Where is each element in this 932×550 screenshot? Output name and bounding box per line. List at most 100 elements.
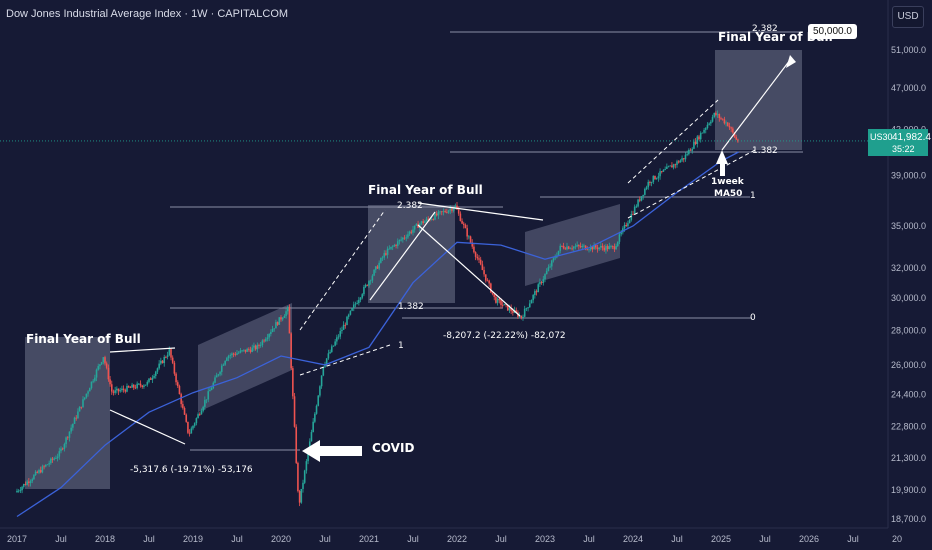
candle-body — [66, 437, 69, 439]
candle-body — [474, 252, 477, 257]
candle-body — [488, 280, 490, 284]
candle-body — [48, 463, 50, 465]
candle-body — [94, 377, 96, 381]
candle-body — [686, 154, 688, 155]
candle-body — [141, 385, 144, 387]
candle-body — [420, 221, 423, 224]
candle-body — [691, 148, 694, 151]
candle-body — [315, 405, 318, 414]
candle-body — [209, 390, 211, 392]
candle-body — [386, 248, 389, 255]
candle-body — [310, 432, 313, 442]
y-tick-label: 26,000.0 — [891, 360, 926, 370]
candle-body — [121, 388, 123, 391]
price-tag-symbol: US30 — [870, 132, 893, 142]
candle-body — [273, 328, 276, 330]
candle-body — [532, 294, 534, 301]
candle-body — [295, 426, 298, 463]
price-tag-value: 41,982.4 — [892, 132, 931, 143]
candle-body — [275, 322, 277, 329]
candle-body — [699, 133, 702, 140]
candle-body — [424, 221, 426, 224]
trend-line — [721, 59, 791, 151]
candle-body — [248, 348, 250, 350]
candle-body — [83, 397, 86, 400]
candle-body — [510, 307, 512, 312]
candle-body — [220, 365, 223, 372]
candle-body — [131, 384, 133, 388]
candle-body — [188, 432, 191, 434]
x-tick-label: Jul — [55, 534, 67, 544]
candle-body — [99, 364, 101, 367]
candle-body — [134, 387, 137, 389]
candle-body — [682, 158, 685, 160]
x-tick-label: Jul — [759, 534, 771, 544]
candle-body — [515, 310, 518, 313]
candle-body — [525, 308, 528, 310]
ma-label-line2: MA50 — [714, 189, 743, 199]
candle-body — [264, 339, 267, 342]
candle-body — [254, 345, 257, 350]
candle-body — [139, 383, 142, 386]
candle-body — [689, 149, 692, 151]
candle-body — [632, 214, 634, 215]
candle-body — [388, 248, 391, 250]
candle-body — [293, 396, 296, 427]
candle-body — [337, 336, 340, 338]
candle-body — [244, 349, 247, 352]
candle-body — [369, 280, 372, 282]
candle-body — [432, 219, 435, 220]
candle-body — [241, 350, 243, 352]
highlight-box — [368, 205, 455, 303]
candle-body — [332, 345, 335, 347]
trend-channel — [198, 303, 292, 412]
candle-body — [34, 471, 37, 476]
y-tick-label: 51,000.0 — [891, 45, 926, 55]
candle-body — [588, 249, 590, 251]
candle-body — [581, 245, 584, 248]
candle-body — [138, 383, 140, 385]
candle-body — [75, 417, 78, 419]
candle-body — [711, 117, 714, 122]
candle-body — [642, 194, 644, 197]
candle-body — [85, 393, 88, 398]
candle-body — [628, 220, 631, 224]
candle-body — [330, 346, 333, 352]
candle-body — [407, 234, 409, 238]
candle-body — [625, 224, 628, 226]
candle-body — [647, 181, 650, 188]
candle-body — [249, 349, 252, 352]
candle-body — [674, 164, 677, 166]
candle-body — [649, 181, 651, 183]
candle-body — [544, 274, 546, 280]
price-tag-countdown: 35:22 — [892, 144, 915, 154]
candle-body — [408, 231, 411, 235]
candle-body — [153, 375, 155, 378]
currency-button[interactable]: USD — [892, 6, 924, 28]
candle-body — [171, 357, 174, 363]
candle-body — [593, 244, 595, 250]
candle-body — [205, 399, 208, 401]
candle-body — [618, 234, 621, 242]
candle-body — [72, 423, 74, 428]
candle-body — [347, 314, 350, 317]
candle-body — [520, 315, 523, 318]
candle-body — [430, 219, 433, 221]
candle-body — [733, 132, 736, 137]
candle-body — [195, 418, 198, 424]
x-tick-label: Jul — [407, 534, 419, 544]
candle-body — [694, 141, 697, 144]
candle-body — [215, 375, 218, 378]
fib-2382-b: 2.382 — [752, 24, 778, 34]
candle-body — [444, 211, 446, 213]
candle-body — [486, 280, 489, 282]
candle-body — [31, 479, 34, 482]
drop-2022-label: -8,207.2 (-22.22%) -82,072 — [443, 331, 566, 341]
candle-body — [56, 456, 59, 459]
candle-body — [26, 481, 28, 485]
candle-body — [232, 353, 235, 355]
candle-body — [110, 384, 113, 392]
candle-body — [572, 246, 575, 249]
candle-body — [676, 161, 678, 165]
